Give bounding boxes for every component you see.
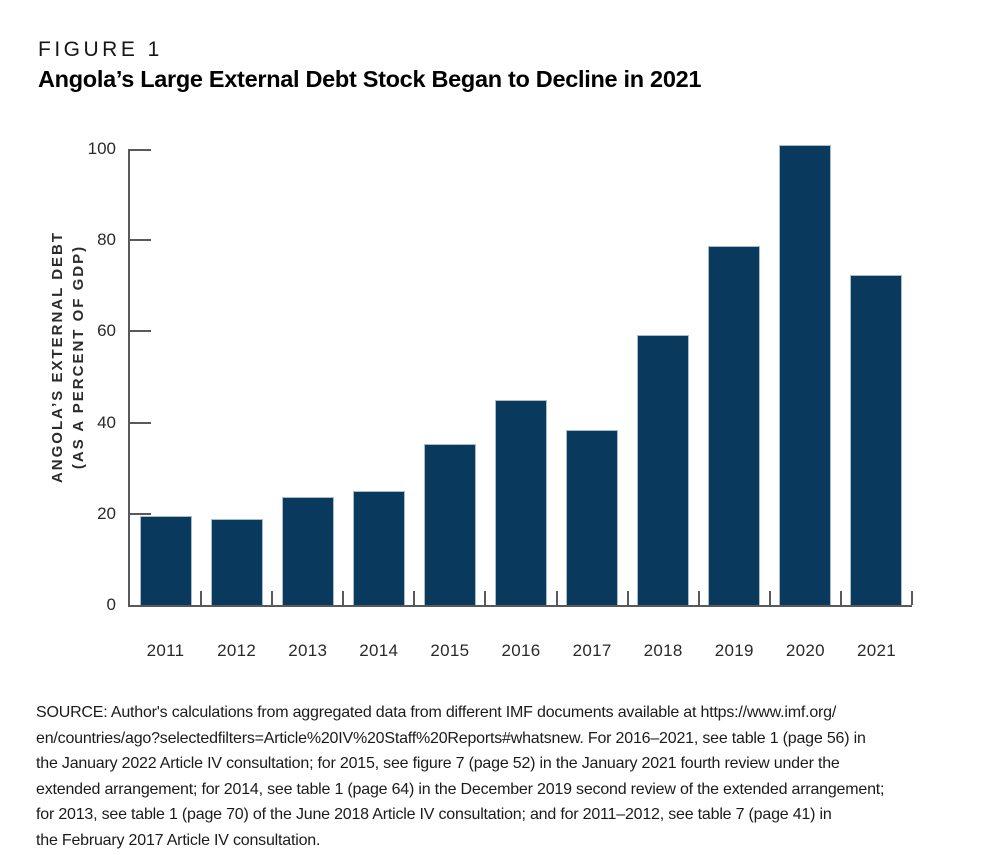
x-axis-tick (484, 591, 487, 605)
y-tick-label-100: 100 (87, 139, 116, 158)
figure-title: Angola’s Large External Debt Stock Began… (38, 66, 702, 92)
bar-2021 (850, 274, 903, 605)
y-axis-title-line2: (AS A PERCENT OF GDP) (70, 244, 87, 470)
x-axis-tick (626, 591, 629, 605)
x-axis-tick (839, 591, 842, 605)
x-tick-label-2015: 2015 (430, 641, 470, 660)
y-tick-label-0: 0 (106, 595, 116, 614)
x-tick-label-2018: 2018 (643, 641, 683, 660)
x-axis-tick (200, 591, 203, 605)
y-axis-tick (130, 330, 151, 333)
bar-2012 (210, 518, 263, 605)
x-tick-label-2019: 2019 (714, 641, 754, 660)
y-axis-title: ANGOLA’S EXTERNAL DEBT (AS A PERCENT OF … (47, 231, 89, 483)
bar-2017 (566, 430, 619, 605)
figure-label: FIGURE 1 (38, 38, 163, 61)
x-tick-label-2014: 2014 (359, 641, 399, 660)
bar-2018 (637, 335, 690, 605)
x-axis-tick (271, 591, 274, 605)
y-tick-label-60: 60 (97, 321, 116, 341)
bar-2016 (495, 399, 547, 605)
plot-area: ANGOLA’S EXTERNAL DEBT (AS A PERCENT OF … (49, 139, 913, 660)
x-tick-label-2012: 2012 (217, 641, 257, 660)
bar-2011 (139, 515, 192, 605)
x-axis-tick (697, 591, 700, 605)
y-axis-tick (130, 149, 151, 151)
y-tick-label-40: 40 (97, 412, 116, 432)
x-axis-tick (342, 591, 345, 605)
bar-2020 (779, 144, 832, 605)
bar-2019 (708, 246, 761, 605)
x-tick-label-2013: 2013 (288, 641, 328, 660)
x-tick-label-2020: 2020 (785, 641, 825, 660)
x-axis-tick (413, 591, 416, 605)
y-tick-label-80: 80 (97, 230, 116, 250)
source-note: SOURCE: Author's calculations from aggre… (36, 704, 885, 849)
y-axis-tick (130, 421, 151, 424)
bar-2014 (352, 490, 405, 605)
x-axis-tick (768, 591, 771, 605)
bar-2013 (281, 497, 334, 605)
x-tick-label-2011: 2011 (146, 641, 185, 660)
y-axis-title-line1: ANGOLA’S EXTERNAL DEBT (49, 230, 66, 484)
x-tick-label-2021: 2021 (856, 641, 896, 660)
y-axis-tick (130, 239, 151, 242)
y-tick-label-20: 20 (97, 503, 116, 523)
bar-2015 (423, 444, 476, 605)
y-axis-tick (130, 512, 151, 515)
x-axis-tick (555, 591, 558, 605)
x-tick-label-2017: 2017 (572, 641, 612, 660)
x-tick-label-2016: 2016 (501, 641, 541, 660)
x-axis-tick (911, 591, 913, 605)
